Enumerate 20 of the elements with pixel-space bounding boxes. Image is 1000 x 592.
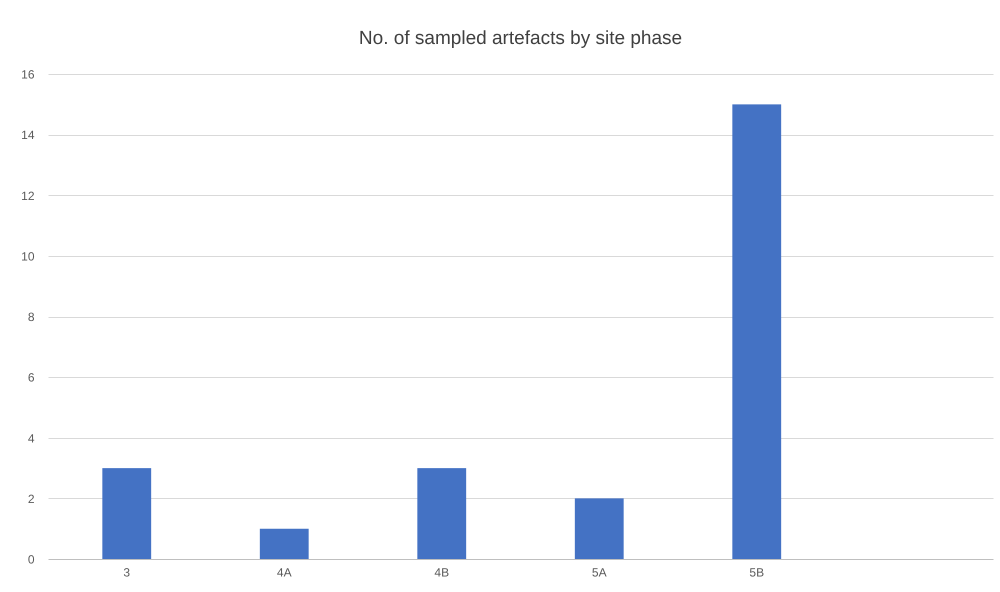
x-tick-label: 5B	[749, 566, 764, 580]
x-tick-label: 4B	[434, 566, 450, 580]
bar	[574, 498, 624, 559]
bar	[417, 468, 466, 559]
y-tick-label: 0	[28, 552, 35, 566]
y-tick-label: 12	[21, 188, 35, 203]
y-tick-label: 16	[21, 68, 35, 82]
bar	[102, 468, 152, 559]
y-tick-label: 14	[21, 128, 35, 142]
chart-title: No. of sampled artefacts by site phase	[358, 28, 682, 49]
x-tick-label: 5A	[592, 566, 607, 580]
bar	[732, 104, 782, 559]
y-tick-label: 6	[28, 370, 35, 385]
x-tick-label: 3	[123, 566, 130, 580]
y-tick-label: 4	[28, 431, 35, 446]
bar	[260, 528, 309, 559]
y-tick-label: 10	[21, 249, 35, 264]
x-tick-label: 4A	[276, 566, 292, 580]
y-tick-label: 8	[28, 310, 35, 324]
y-tick-label: 2	[28, 492, 35, 506]
